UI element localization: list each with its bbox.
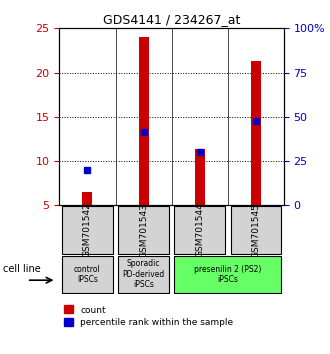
Bar bbox=[139, 37, 148, 205]
Text: cell line: cell line bbox=[3, 263, 41, 274]
Bar bbox=[251, 61, 261, 205]
FancyBboxPatch shape bbox=[62, 256, 113, 293]
Text: GSM701543: GSM701543 bbox=[139, 202, 148, 258]
FancyBboxPatch shape bbox=[174, 206, 225, 254]
Text: Sporadic
PD-derived
iPSCs: Sporadic PD-derived iPSCs bbox=[122, 259, 165, 289]
Text: control
IPSCs: control IPSCs bbox=[74, 265, 101, 284]
FancyBboxPatch shape bbox=[230, 206, 281, 254]
Text: GSM701542: GSM701542 bbox=[83, 203, 92, 257]
Bar bbox=[195, 149, 205, 205]
FancyBboxPatch shape bbox=[118, 206, 169, 254]
Text: presenilin 2 (PS2)
iPSCs: presenilin 2 (PS2) iPSCs bbox=[194, 265, 261, 284]
Bar bbox=[82, 192, 92, 205]
FancyBboxPatch shape bbox=[174, 256, 281, 293]
FancyBboxPatch shape bbox=[62, 206, 113, 254]
Title: GDS4141 / 234267_at: GDS4141 / 234267_at bbox=[103, 13, 240, 26]
Legend: count, percentile rank within the sample: count, percentile rank within the sample bbox=[64, 306, 233, 327]
FancyBboxPatch shape bbox=[118, 256, 169, 293]
Text: GSM701545: GSM701545 bbox=[251, 202, 260, 258]
Text: GSM701544: GSM701544 bbox=[195, 203, 204, 257]
